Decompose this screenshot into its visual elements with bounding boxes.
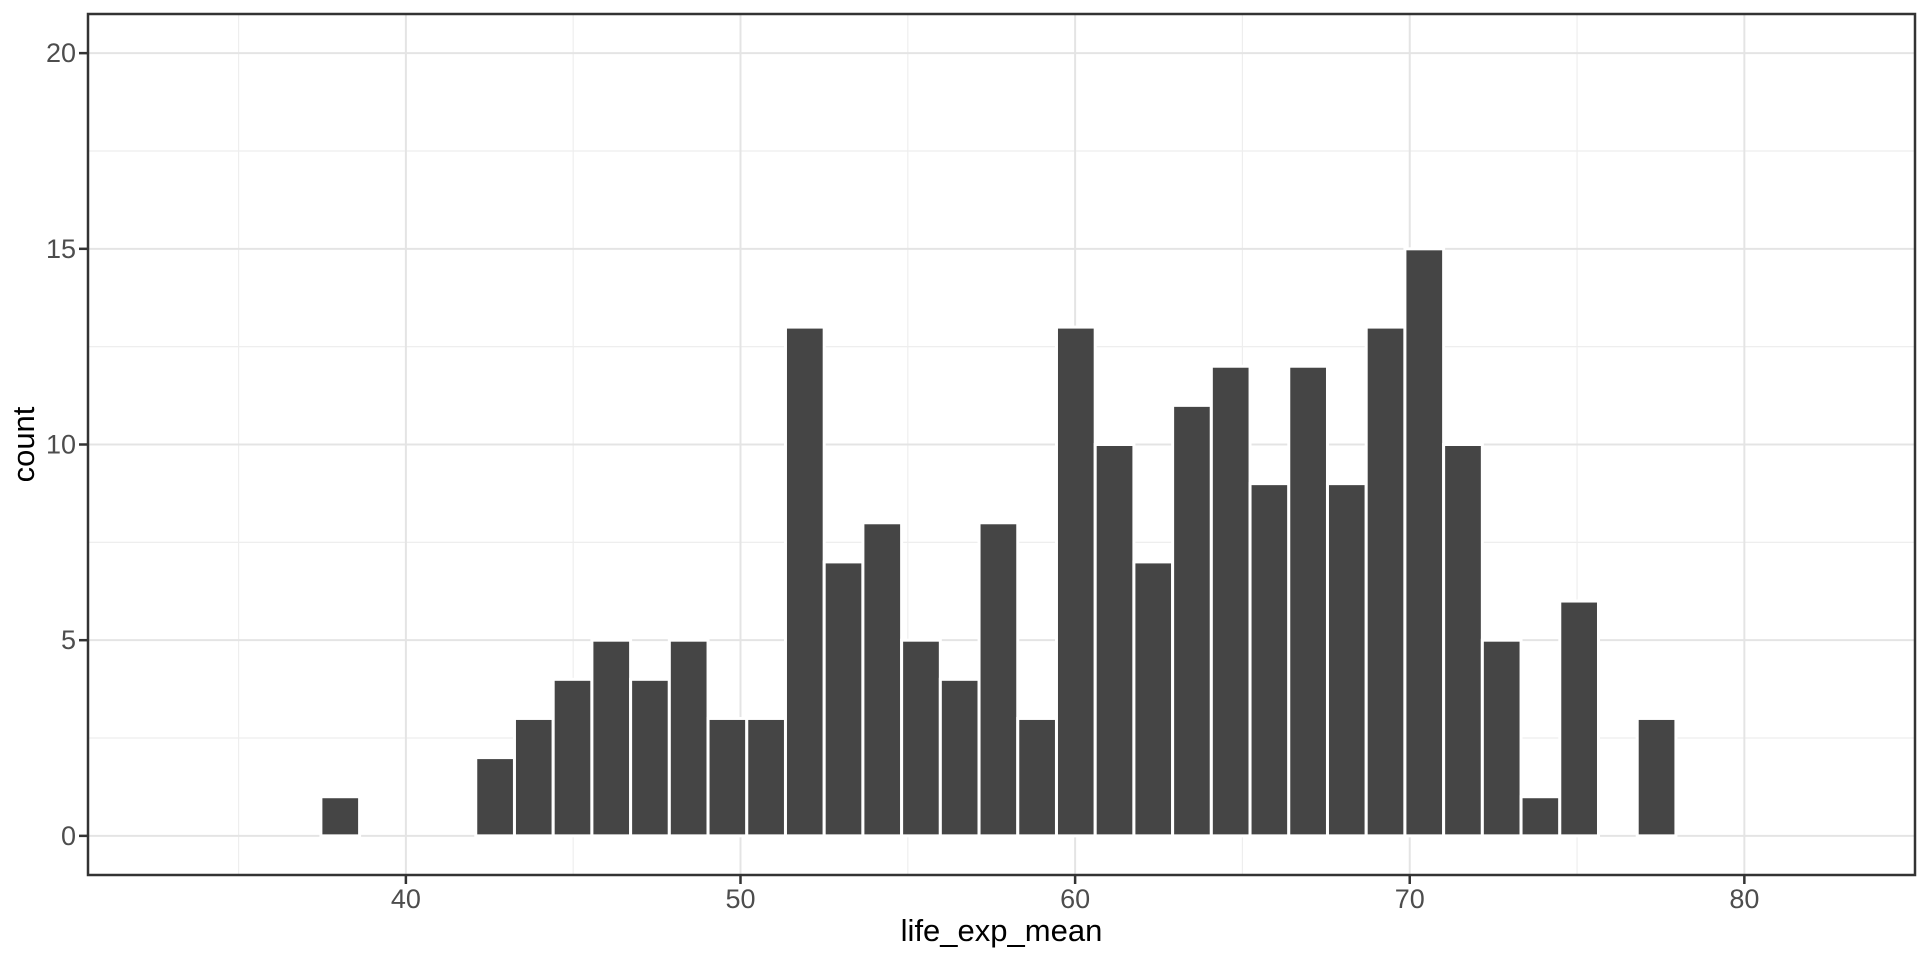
histogram-bar — [1209, 364, 1252, 838]
histogram-bar — [1480, 638, 1523, 838]
histogram-bar — [706, 716, 749, 838]
histogram-bar — [629, 677, 671, 838]
y-tick-label: 5 — [61, 625, 76, 655]
x-tick-label: 60 — [1060, 884, 1090, 914]
histogram-bar — [1519, 795, 1562, 838]
y-tick-label: 15 — [46, 234, 76, 264]
histogram-bar — [977, 521, 1020, 838]
histogram-bar — [1248, 482, 1291, 838]
x-tick-label: 50 — [725, 884, 755, 914]
histogram-bar — [551, 677, 594, 838]
x-axis-title: life_exp_mean — [901, 913, 1103, 948]
histogram-bar — [745, 716, 787, 838]
histogram-bar — [319, 795, 362, 838]
y-axis-title: count — [6, 406, 41, 482]
y-tick-label: 10 — [46, 430, 76, 460]
histogram-bar — [474, 756, 516, 838]
histogram-bar — [1558, 599, 1600, 838]
histogram-bar — [1442, 443, 1484, 838]
histogram-bar — [1325, 482, 1368, 838]
histogram-bar — [590, 638, 633, 838]
histogram-bar — [1403, 247, 1446, 838]
histogram-bar — [1171, 403, 1213, 838]
x-axis: 40 50 60 70 80 — [391, 876, 1759, 914]
y-axis: 0 5 10 15 20 — [46, 38, 87, 851]
histogram-bar — [861, 521, 904, 838]
y-tick-label: 0 — [61, 821, 76, 851]
histogram-bar — [900, 638, 942, 838]
bars — [319, 247, 1678, 838]
histogram-bar — [1287, 364, 1329, 838]
histogram-bar — [1054, 325, 1097, 838]
histogram-bar — [1132, 560, 1175, 838]
histogram-bar — [783, 325, 826, 838]
panel-border — [86, 12, 1917, 877]
x-tick-label: 80 — [1729, 884, 1759, 914]
histogram-bar — [1093, 443, 1136, 838]
histogram-bar — [1016, 716, 1058, 838]
x-tick-label: 40 — [391, 884, 421, 914]
y-tick-label: 20 — [46, 38, 76, 68]
histogram-bar — [512, 716, 555, 838]
histogram-bar — [1364, 325, 1407, 838]
histogram-bar — [1635, 716, 1678, 838]
histogram-bar — [667, 638, 710, 838]
histogram-bar — [822, 560, 865, 838]
histogram-bar — [938, 677, 981, 838]
x-tick-label: 70 — [1395, 884, 1425, 914]
